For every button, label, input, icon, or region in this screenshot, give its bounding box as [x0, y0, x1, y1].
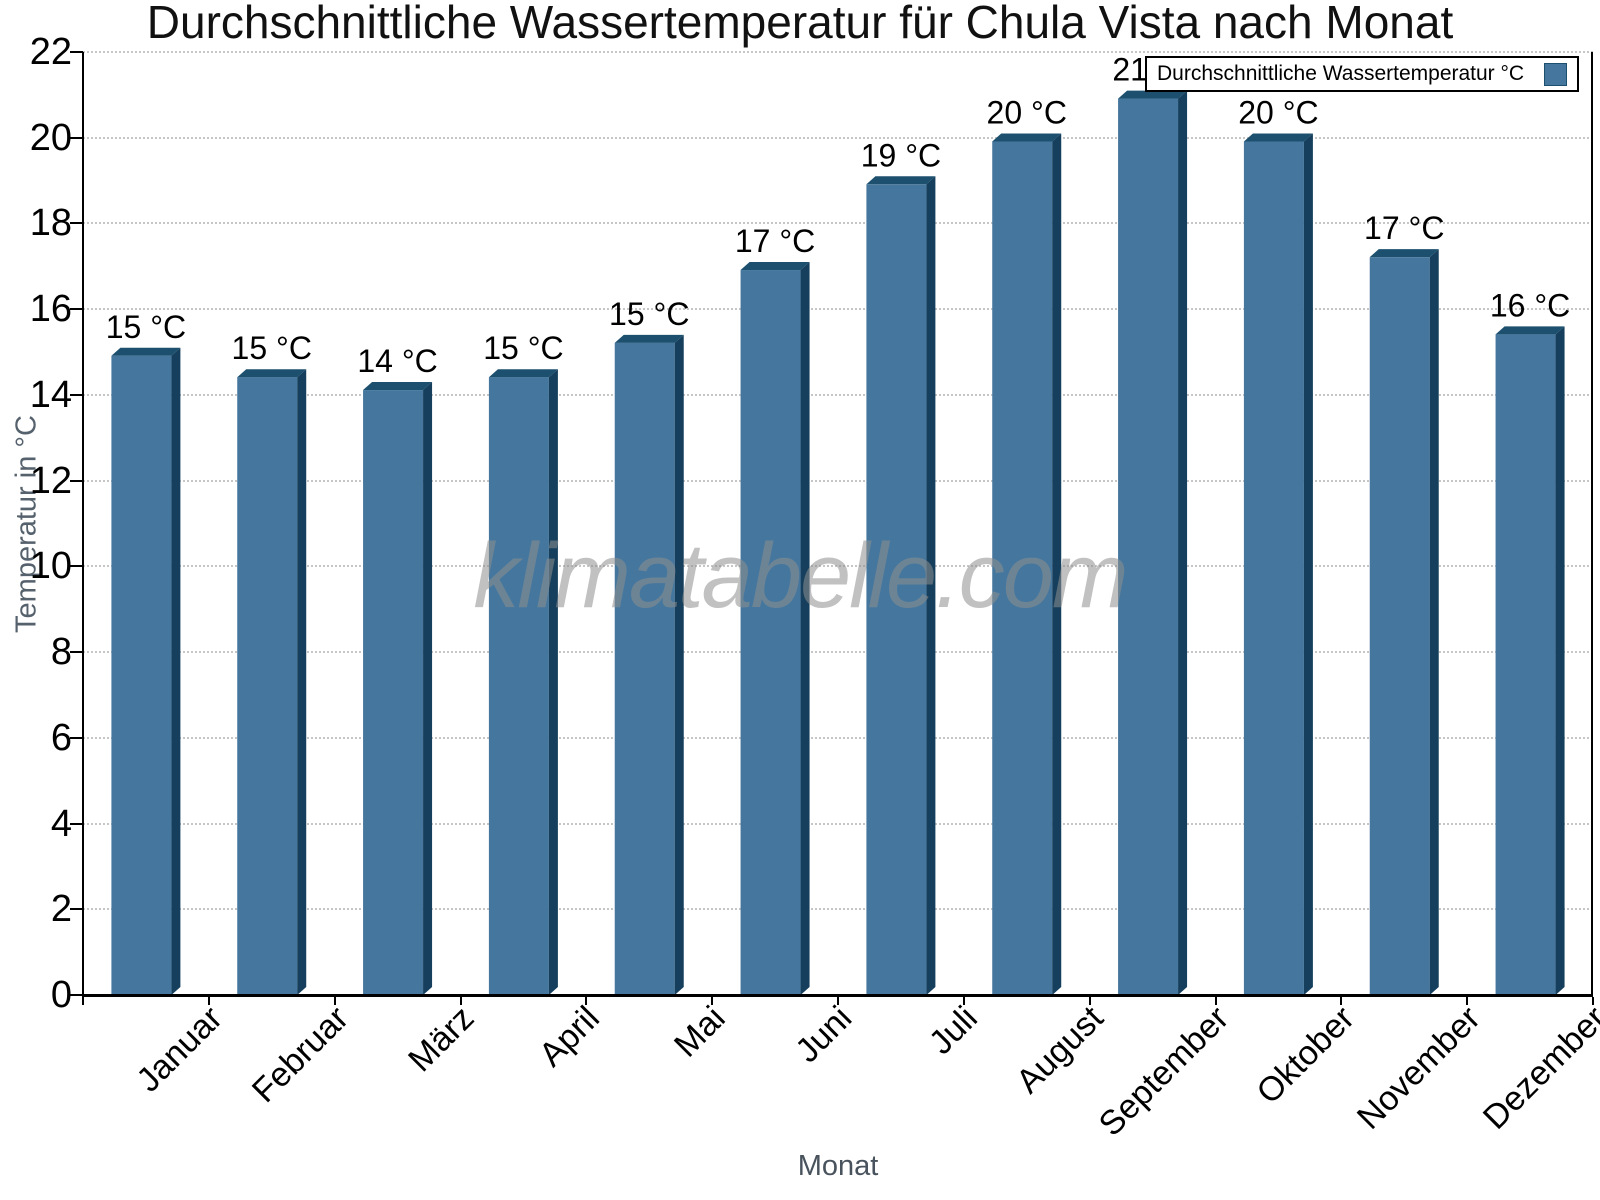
bar-value-label-Oktober: 20 °C	[1238, 94, 1318, 130]
bar-value-label-Mai: 15 °C	[609, 296, 689, 332]
bar-value-label-August: 20 °C	[987, 94, 1067, 130]
y-tick-label-2: 2	[50, 888, 72, 931]
bar-value-label-April: 15 °C	[483, 330, 563, 366]
y-tick-0	[70, 994, 83, 996]
y-tick-6	[70, 736, 83, 739]
bar-Januar[interactable]	[111, 347, 181, 995]
right-border-line	[1591, 52, 1593, 995]
y-tick-label-18: 18	[29, 202, 72, 245]
y-tick-22	[70, 51, 83, 53]
x-axis-line	[82, 994, 1593, 997]
y-tick-10	[70, 565, 83, 568]
bar-value-label-Januar: 15 °C	[106, 309, 186, 345]
x-tick-6	[837, 997, 839, 1005]
x-tick-1	[207, 997, 210, 1005]
gridline-4	[83, 822, 1593, 825]
bar-Dezember[interactable]	[1495, 326, 1565, 995]
legend-swatch-icon	[1544, 62, 1567, 86]
x-tick-12	[1592, 997, 1594, 1005]
bar-September[interactable]	[1118, 90, 1188, 995]
y-tick-12	[70, 479, 83, 482]
bar-Oktober[interactable]	[1243, 133, 1313, 995]
chart-title: Durchschnittliche Wassertemperatur für C…	[146, 0, 1454, 48]
gridline-16	[83, 308, 1593, 311]
x-tick-11	[1466, 997, 1469, 1005]
y-tick-14	[70, 393, 83, 396]
y-tick-label-20: 20	[29, 116, 72, 159]
x-tick-4	[585, 997, 588, 1005]
bar-value-label-Februar: 15 °C	[232, 330, 312, 366]
bar-Mai[interactable]	[614, 334, 684, 995]
bar-November[interactable]	[1369, 249, 1439, 995]
y-tick-8	[70, 651, 83, 654]
y-tick-2	[70, 908, 83, 911]
y-tick-16	[70, 308, 83, 311]
gridline-22	[83, 51, 1593, 53]
y-axis-line	[82, 52, 84, 995]
bar-Juli[interactable]	[866, 176, 936, 995]
x-tick-8	[1088, 997, 1091, 1005]
gridline-6	[83, 736, 1593, 739]
bar-April[interactable]	[488, 369, 558, 995]
bar-value-label-Juni: 17 °C	[735, 223, 815, 259]
x-tick-3	[459, 997, 462, 1005]
y-tick-label-10: 10	[29, 545, 72, 588]
bar-value-label-März: 14 °C	[357, 343, 437, 379]
y-tick-label-14: 14	[29, 373, 72, 416]
bar-value-label-Dezember: 16 °C	[1490, 287, 1570, 323]
gridline-20	[83, 136, 1593, 139]
x-tick-9	[1214, 997, 1217, 1005]
x-tick-7	[962, 997, 965, 1005]
y-tick-label-6: 6	[50, 716, 72, 759]
y-tick-label-8: 8	[50, 631, 72, 674]
gridline-2	[83, 908, 1593, 911]
bar-März[interactable]	[363, 382, 433, 995]
y-tick-20	[70, 136, 83, 139]
x-tick-2	[333, 997, 336, 1005]
y-tick-label-22: 22	[29, 31, 72, 73]
gridline-18	[83, 222, 1593, 225]
bar-Februar[interactable]	[237, 369, 307, 995]
x-tick-5	[711, 997, 714, 1005]
bar-Juni[interactable]	[740, 262, 810, 995]
legend-label: Durchschnittliche Wassertemperatur °C	[1157, 62, 1525, 85]
y-tick-label-0: 0	[50, 974, 72, 1016]
gridline-8	[83, 651, 1593, 654]
legend-item[interactable]: Durchschnittliche Wassertemperatur °C	[1145, 56, 1579, 92]
gridline-12	[83, 479, 1593, 482]
x-axis-title: Monat	[797, 1150, 879, 1182]
y-tick-label-16: 16	[29, 288, 72, 331]
bar-value-label-November: 17 °C	[1364, 210, 1444, 246]
gridline-14	[83, 393, 1593, 396]
x-tick-0	[82, 997, 84, 1005]
y-tick-4	[70, 822, 83, 825]
bar-value-label-Juli: 19 °C	[861, 137, 941, 173]
bar-August[interactable]	[992, 133, 1062, 995]
y-tick-label-12: 12	[29, 459, 72, 502]
y-tick-18	[70, 222, 83, 225]
gridline-10	[83, 565, 1593, 568]
x-tick-10	[1340, 997, 1343, 1005]
y-tick-label-4: 4	[50, 802, 72, 845]
